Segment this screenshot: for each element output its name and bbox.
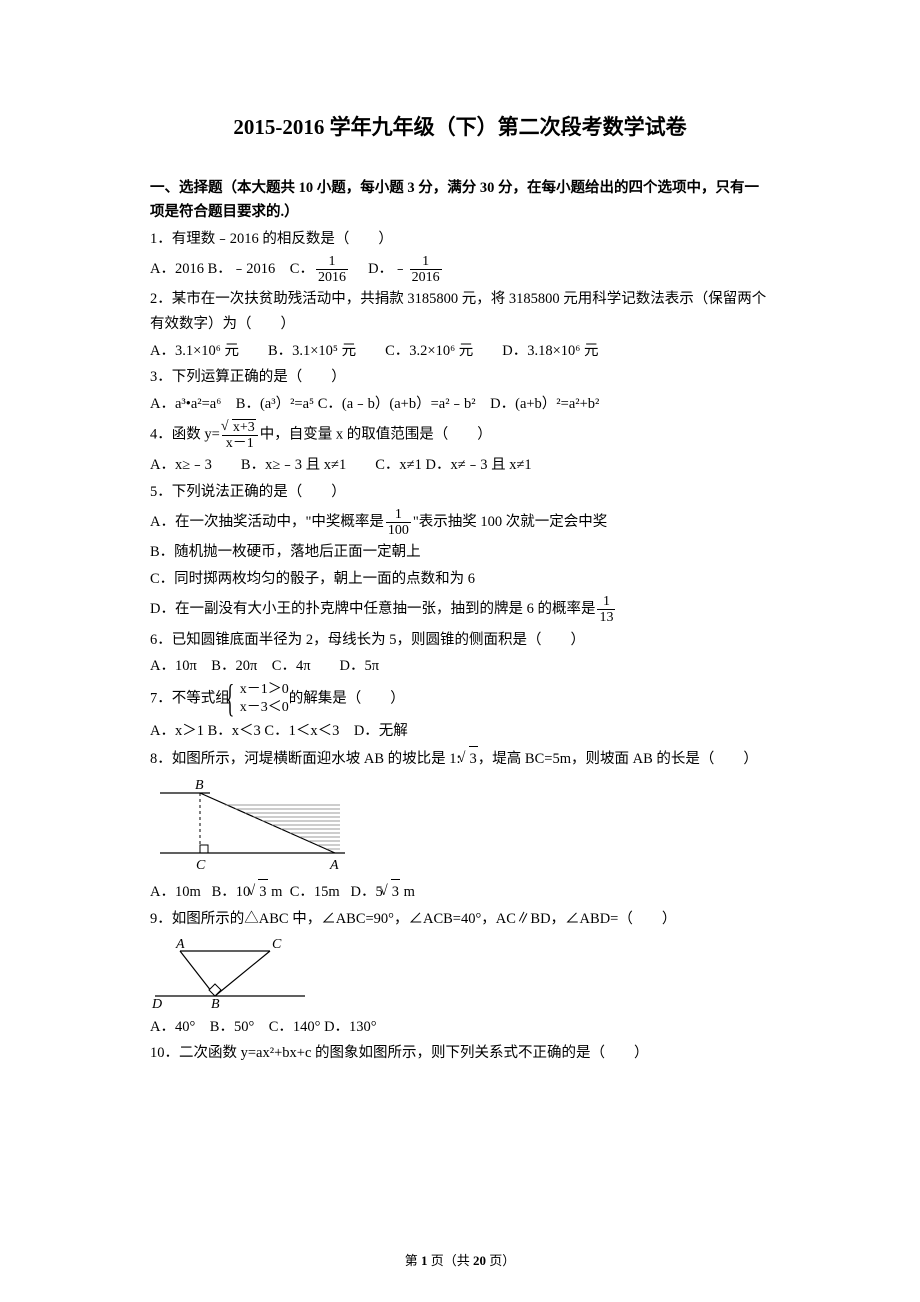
- q1-opt-c-prefix: C．: [290, 261, 314, 277]
- question-9: 9．如图所示的△ABC 中，∠ABC=90°，∠ACB=40°，AC∥BD，∠A…: [150, 907, 770, 932]
- q8-opt-c: C．15m: [290, 884, 340, 900]
- svg-text:B: B: [195, 778, 204, 793]
- question-9-figure: A C D B: [150, 936, 770, 1011]
- question-5-option-a: A．在一次抽奖活动中，"中奖概率是1100"表示抽奖 100 次就一定会中奖: [150, 507, 770, 539]
- q4-prefix: 4．函数 y=: [150, 426, 220, 442]
- q1-opt-d-frac: 12016: [410, 254, 442, 286]
- q1-opt-d-prefix: D．﹣: [368, 261, 407, 277]
- exam-title: 2015-2016 学年九年级（下）第二次段考数学试卷: [150, 110, 770, 146]
- q5a-suffix: "表示抽奖 100 次就一定会中奖: [413, 514, 607, 530]
- q8-suffix: ，堤高 BC=5m，则坡面 AB 的长是（ ）: [478, 751, 758, 767]
- page-footer: 第 1 页（共 20 页）: [0, 1250, 920, 1272]
- question-2: 2．某市在一次扶贫助残活动中，共捐款 3185800 元，将 3185800 元…: [150, 287, 770, 336]
- question-4-options: A．x≥﹣3 B．x≥﹣3 且 x≠1 C．x≠1 D．x≠﹣3 且 x≠1: [150, 453, 770, 478]
- q7-suffix: 的解集是（ ）: [289, 690, 405, 706]
- question-5-option-c: C．同时掷两枚均匀的骰子，朝上一面的点数和为 6: [150, 567, 770, 592]
- q7-brace: x－1＞0x－3＜0: [230, 681, 289, 717]
- question-7: 7．不等式组x－1＞0x－3＜0的解集是（ ）: [150, 681, 770, 717]
- question-2-options: A．3.1×10⁶ 元 B．3.1×10⁵ 元 C．3.2×10⁶ 元 D．3.…: [150, 339, 770, 364]
- q8-opt-b-sqrt: 3: [250, 879, 267, 905]
- question-8-options: A．10m B．103 m C．15m D．53 m: [150, 879, 770, 905]
- question-5-option-d: D．在一副没有大小王的扑克牌中任意抽一张，抽到的牌是 6 的概率是113: [150, 594, 770, 626]
- q8-prefix: 8．如图所示，河堤横断面迎水坡 AB 的坡比是 1:: [150, 751, 461, 767]
- question-1-options: A．2016 B．﹣2016 C．12016 D．﹣12016: [150, 254, 770, 286]
- q8-opt-d-prefix: D．: [351, 884, 376, 900]
- question-6-options: A．10π B．20π C．4π D．5π: [150, 654, 770, 679]
- q4-suffix: 中，自变量 x 的取值范围是（ ）: [260, 426, 492, 442]
- question-3: 3．下列运算正确的是（ ）: [150, 365, 770, 390]
- section-1-header: 一、选择题（本大题共 10 小题，每小题 3 分，满分 30 分，在每小题给出的…: [150, 176, 770, 225]
- q5a-frac: 1100: [386, 507, 411, 539]
- q1-opt-c-frac: 12016: [316, 254, 348, 286]
- question-4: 4．函数 y=x+3x－1中，自变量 x 的取值范围是（ ）: [150, 419, 770, 452]
- page-root: 2015-2016 学年九年级（下）第二次段考数学试卷 一、选择题（本大题共 1…: [0, 0, 920, 1302]
- q8-opt-d-sqrt: 3: [383, 879, 400, 905]
- question-8-figure: B C A: [150, 775, 770, 875]
- q8-opt-a: A．10m: [150, 884, 201, 900]
- q5d-frac: 113: [597, 594, 615, 626]
- svg-text:C: C: [196, 858, 206, 873]
- question-7-options: A．x＞1 B．x＜3 C．1＜x＜3 D．无解: [150, 719, 770, 744]
- svg-text:A: A: [175, 937, 185, 952]
- question-1: 1．有理数﹣2016 的相反数是（ ）: [150, 227, 770, 252]
- q5a-prefix: A．在一次抽奖活动中，"中奖概率是: [150, 514, 384, 530]
- question-5: 5．下列说法正确的是（ ）: [150, 480, 770, 505]
- q8-opt-d-suffix: m: [400, 884, 415, 900]
- q7-prefix: 7．不等式组: [150, 690, 230, 706]
- q8-opt-b-prefix: B．: [212, 884, 236, 900]
- svg-text:D: D: [151, 997, 162, 1011]
- question-6: 6．已知圆锥底面半径为 2，母线长为 5，则圆锥的侧面积是（ ）: [150, 628, 770, 653]
- question-8: 8．如图所示，河堤横断面迎水坡 AB 的坡比是 1:3，堤高 BC=5m，则坡面…: [150, 746, 770, 772]
- triangle-diagram: A C D B: [150, 936, 310, 1011]
- q8-opt-b-suffix: m: [268, 884, 283, 900]
- q1-opt-a: A．2016: [150, 261, 204, 277]
- q4-frac: x+3x－1: [222, 419, 258, 452]
- embankment-diagram: B C A: [150, 775, 350, 875]
- question-10: 10．二次函数 y=ax²+bx+c 的图象如图所示，则下列关系式不正确的是（ …: [150, 1041, 770, 1066]
- footer-total-pages: 20: [473, 1253, 486, 1268]
- q8-sqrt: 3: [461, 746, 478, 772]
- svg-text:C: C: [272, 937, 282, 952]
- svg-text:A: A: [329, 858, 339, 873]
- question-3-options: A．a³•a²=a⁶ B．(a³）²=a⁵ C．(a﹣b）(a+b）=a²﹣b²…: [150, 392, 770, 417]
- q4-sqrt: x+3: [224, 419, 256, 435]
- q1-opt-b: B．﹣2016: [208, 261, 276, 277]
- svg-text:B: B: [211, 997, 220, 1011]
- q5d-prefix: D．在一副没有大小王的扑克牌中任意抽一张，抽到的牌是 6 的概率是: [150, 601, 595, 617]
- question-9-options: A．40° B．50° C．140° D．130°: [150, 1015, 770, 1040]
- question-5-option-b: B．随机抛一枚硬币，落地后正面一定朝上: [150, 540, 770, 565]
